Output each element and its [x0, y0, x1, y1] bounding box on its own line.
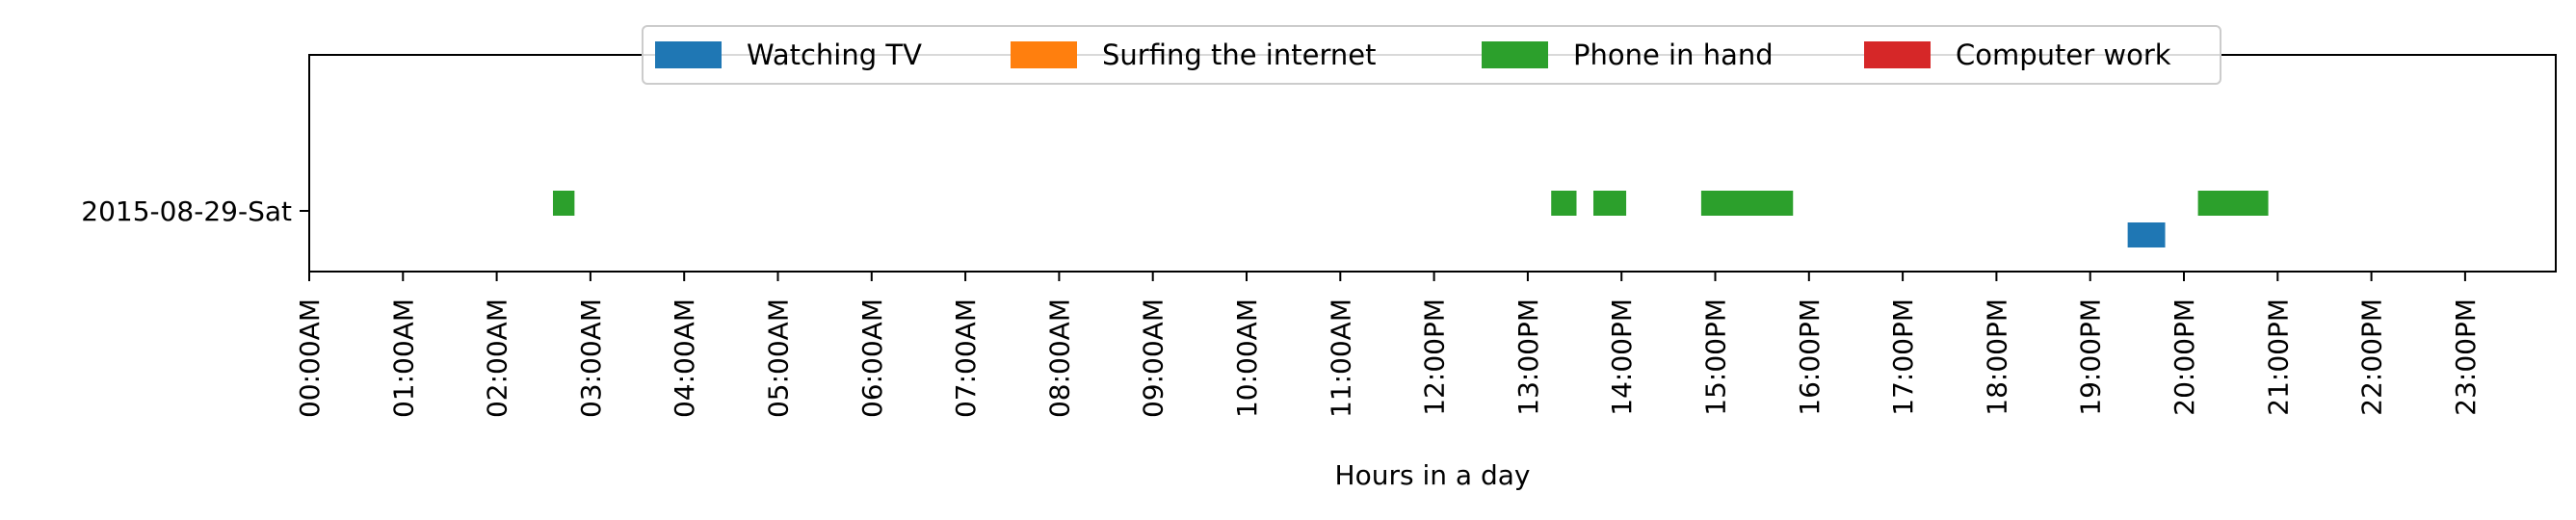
x-tick-label: 12:00PM	[1419, 299, 1451, 416]
x-tick-label: 10:00AM	[1231, 299, 1263, 418]
x-tick-label: 14:00PM	[1606, 299, 1638, 416]
legend-frame	[642, 25, 2221, 85]
x-tick-label: 04:00AM	[669, 299, 700, 418]
x-tick-label: 17:00PM	[1887, 299, 1919, 416]
legend-label-phone-in-hand: Phone in hand	[1573, 39, 1774, 71]
x-tick-label: 19:00PM	[2075, 299, 2107, 416]
x-tick-label: 08:00AM	[1043, 299, 1075, 418]
x-tick-label: 11:00AM	[1325, 299, 1356, 418]
x-tick-label: 09:00AM	[1138, 299, 1170, 418]
bar-phone-in-hand-1	[1551, 191, 1577, 216]
y-tick-label: 2015-08-29-Sat	[81, 195, 292, 227]
bar-phone-in-hand-3	[1700, 191, 1794, 216]
x-tick-label: 05:00AM	[763, 299, 795, 418]
x-axis: 00:00AM 01:00AM 02:00AM 03:00AM 04:00AM 05:00…	[294, 272, 2482, 418]
x-tick-label: 06:00AM	[856, 299, 888, 418]
bar-watching-tv-0	[2127, 222, 2166, 247]
plot-area	[308, 54, 2557, 273]
x-tick-label: 00:00AM	[294, 299, 326, 418]
x-axis-label: Hours in a day	[1335, 459, 1531, 491]
x-tick-label: 03:00AM	[575, 299, 607, 418]
legend-swatch-watching-tv	[655, 41, 722, 68]
x-tick-label: 22:00PM	[2356, 299, 2388, 416]
x-tick-label: 15:00PM	[1700, 299, 1732, 416]
x-tick-label: 21:00PM	[2262, 299, 2294, 416]
timeline-bars	[552, 191, 2269, 247]
legend-swatch-computer-work	[1864, 41, 1931, 68]
legend-label-surfing-the-internet: Surfing the internet	[1102, 39, 1376, 71]
legend-label-watching-tv: Watching TV	[747, 39, 922, 71]
x-tick-label: 07:00AM	[950, 299, 982, 418]
legend-swatch-phone-in-hand	[1482, 41, 1548, 68]
y-axis: 2015-08-29-Sat	[81, 195, 309, 227]
legend-label-computer-work: Computer work	[1956, 39, 2171, 71]
x-tick-label: 23:00PM	[2450, 299, 2482, 416]
legend: Watching TV Surfing the internet Phone in …	[642, 25, 2221, 85]
bar-phone-in-hand-2	[1593, 191, 1627, 216]
x-tick-label: 18:00PM	[1981, 299, 2012, 416]
x-tick-label: 13:00PM	[1512, 299, 1544, 416]
bar-phone-in-hand-4	[2197, 191, 2269, 216]
x-tick-label: 20:00PM	[2169, 299, 2200, 416]
legend-swatch-surfing-the-internet	[1011, 41, 1077, 68]
x-tick-label: 02:00AM	[482, 299, 513, 418]
bar-phone-in-hand-0	[552, 191, 575, 216]
x-tick-label: 16:00PM	[1794, 299, 1826, 416]
x-tick-label: 01:00AM	[387, 299, 419, 418]
